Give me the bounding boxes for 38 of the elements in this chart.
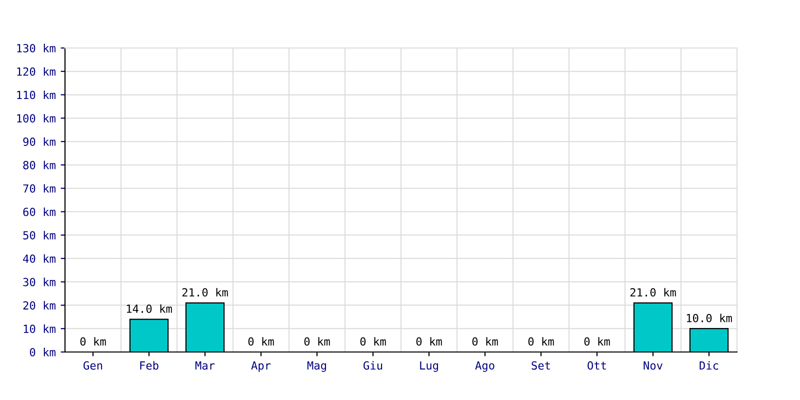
y-tick-label: 50 km bbox=[23, 230, 56, 240]
data-label: 0 km bbox=[416, 337, 442, 346]
y-tick-label: 10 km bbox=[24, 324, 56, 334]
data-label: 21.0 km bbox=[182, 288, 228, 297]
y-tick-label: 90 km bbox=[23, 137, 56, 146]
data-label: 0 km bbox=[304, 337, 330, 346]
y-tick-label: 20 km bbox=[23, 301, 56, 310]
data-label: 0 km bbox=[472, 337, 498, 346]
x-tick-label: Giu bbox=[364, 361, 382, 370]
y-tick-label: 30 km bbox=[23, 278, 56, 286]
x-tick-label: Lug bbox=[420, 361, 438, 372]
x-tick-label: Apr bbox=[251, 361, 271, 372]
y-tick-label: 130 km bbox=[17, 44, 56, 52]
x-tick-label: Gen bbox=[84, 361, 102, 370]
x-tick-label: Mar bbox=[195, 361, 215, 370]
x-tick-label: Ago bbox=[475, 361, 494, 372]
data-label: 0 km bbox=[80, 337, 106, 346]
y-tick-label: 120 km bbox=[17, 67, 56, 76]
x-tick-label: Dic bbox=[700, 361, 718, 370]
data-label: 0 km bbox=[528, 337, 554, 346]
data-label: 0 km bbox=[584, 337, 610, 346]
data-label: 10.0 km bbox=[686, 314, 732, 322]
x-tick-label: Set bbox=[532, 361, 550, 370]
data-label: 14.0 km bbox=[126, 304, 172, 313]
x-tick-label: Ott bbox=[588, 361, 606, 370]
y-tick-label: 60 km bbox=[23, 208, 56, 216]
x-tick-label: Mag bbox=[307, 361, 326, 372]
y-tick-label: 70 km bbox=[23, 184, 56, 193]
y-tick-label: 0 km bbox=[30, 348, 56, 356]
x-tick-label: Feb bbox=[140, 361, 158, 370]
data-label: 21.0 km bbox=[630, 288, 676, 297]
y-tick-label: 100 km bbox=[17, 114, 56, 123]
data-label: 0 km bbox=[248, 337, 274, 346]
y-tick-label: 80 km bbox=[23, 160, 56, 170]
y-tick-label: 40 km bbox=[23, 254, 56, 263]
y-tick-label: 110 km bbox=[17, 90, 56, 100]
x-tick-label: Nov bbox=[644, 361, 662, 370]
data-label: 0 km bbox=[360, 337, 386, 346]
